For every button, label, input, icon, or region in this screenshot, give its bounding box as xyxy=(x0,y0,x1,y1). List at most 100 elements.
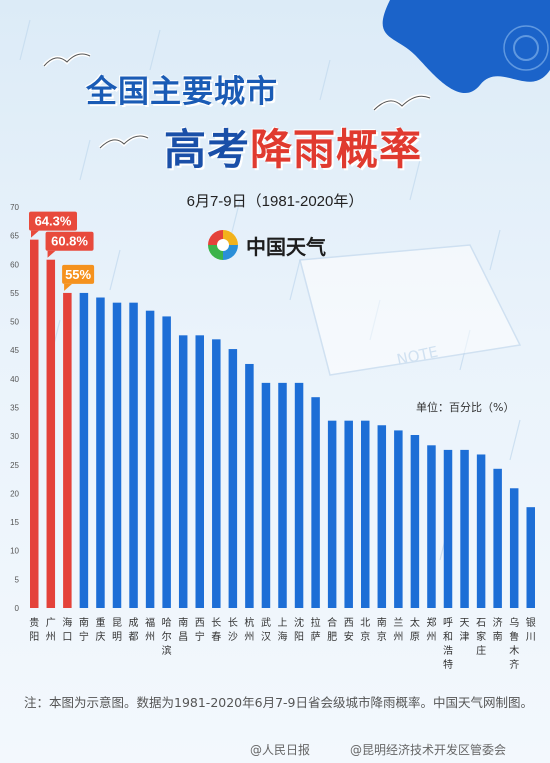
footer: @人民日报 @昆明经济技术开发区管委会 xyxy=(0,738,550,763)
bar xyxy=(79,292,89,608)
bar xyxy=(261,382,271,608)
x-tick-label: 重庆 xyxy=(95,616,105,643)
x-tick-label: 郑州 xyxy=(426,616,436,643)
x-tick-label: 呼和浩特 xyxy=(443,617,453,671)
data-label: 55% xyxy=(65,267,91,282)
y-tick-label: 60 xyxy=(10,260,19,269)
bar xyxy=(443,449,453,608)
title-part-a: 高考 xyxy=(164,125,251,174)
x-tick-label: 贵阳 xyxy=(29,616,39,643)
data-label-pointer xyxy=(31,230,39,238)
x-tick-label: 北京 xyxy=(360,617,370,643)
x-tick-label: 合肥 xyxy=(327,616,337,643)
y-tick-label: 35 xyxy=(10,404,19,413)
x-tick-label: 太原 xyxy=(410,616,420,643)
x-tick-label: 南昌 xyxy=(178,616,188,643)
x-tick-label: 西宁 xyxy=(195,618,205,643)
bar xyxy=(509,488,519,608)
x-tick-label: 武汉 xyxy=(261,616,271,643)
y-tick-label: 40 xyxy=(10,375,19,384)
y-tick-label: 30 xyxy=(10,432,19,441)
y-tick-label: 5 xyxy=(15,575,20,584)
bar xyxy=(245,363,254,608)
bar xyxy=(344,420,353,608)
bar xyxy=(294,382,304,608)
y-tick-label: 45 xyxy=(10,346,19,355)
x-tick-label: 福州 xyxy=(145,616,155,643)
data-label: 64.3% xyxy=(35,214,72,229)
bar xyxy=(96,297,105,608)
x-tick-label: 广州 xyxy=(46,617,56,643)
y-tick-label: 55 xyxy=(10,289,19,298)
source-credit-1: @人民日报 xyxy=(250,743,311,757)
x-tick-label: 南宁 xyxy=(79,616,89,643)
x-tick-label: 沈阳 xyxy=(294,616,304,643)
title-part-b: 降雨概率 xyxy=(250,125,423,174)
bar xyxy=(46,259,56,608)
y-tick-label: 15 xyxy=(10,518,19,527)
bar xyxy=(427,445,436,608)
bar xyxy=(311,397,320,608)
x-tick-label: 天津 xyxy=(460,618,470,643)
y-tick-label: 20 xyxy=(10,489,19,498)
bar xyxy=(228,349,238,608)
data-label-badge xyxy=(45,231,94,251)
bar xyxy=(394,430,403,608)
y-tick-label: 50 xyxy=(10,318,19,327)
x-tick-label: 上海 xyxy=(278,617,288,643)
bar xyxy=(178,335,188,608)
chart-title-line2: 高考降雨概率 xyxy=(164,116,422,177)
bar xyxy=(377,425,387,608)
x-tick-label: 长沙 xyxy=(228,617,238,643)
y-tick-label: 25 xyxy=(10,461,19,470)
y-tick-label: 70 xyxy=(10,203,19,212)
cloud-decoration xyxy=(382,0,550,94)
bar xyxy=(493,468,502,608)
x-tick-label: 昆明 xyxy=(112,617,122,643)
data-label-pointer xyxy=(64,283,73,291)
brand-name: 中国天气 xyxy=(246,234,326,259)
x-tick-label: 济南 xyxy=(493,616,503,643)
bar xyxy=(212,339,221,608)
bar xyxy=(129,302,138,608)
x-tick-label: 银川 xyxy=(526,616,536,643)
x-tick-label: 哈尔滨 xyxy=(162,616,172,657)
bar xyxy=(162,316,171,608)
x-tick-label: 南京 xyxy=(377,616,387,643)
bar xyxy=(278,382,287,608)
bar xyxy=(460,449,469,608)
bar xyxy=(476,454,486,608)
x-tick-label: 西安 xyxy=(344,618,354,643)
bar xyxy=(63,292,72,608)
x-tick-label: 石家庄 xyxy=(476,618,486,657)
weather-logo-icon xyxy=(208,230,238,260)
chart-subtitle: 6月7-9日（1981-2020年） xyxy=(186,193,364,210)
source-credit-2: @昆明经济技术开发区管委会 xyxy=(350,743,507,757)
bar xyxy=(195,335,204,608)
x-tick-label: 兰州 xyxy=(393,616,403,643)
x-tick-label: 成都 xyxy=(129,617,139,643)
bar xyxy=(526,507,535,608)
x-tick-label: 长春 xyxy=(211,617,221,643)
bar xyxy=(112,302,122,608)
y-tick-label: 65 xyxy=(10,232,19,241)
bar xyxy=(361,420,370,608)
bar xyxy=(410,434,420,608)
data-label-badge xyxy=(62,264,95,284)
y-tick-label: 0 xyxy=(15,604,20,613)
x-tick-label: 杭州 xyxy=(244,616,254,643)
bar xyxy=(145,310,155,608)
brand-logo: 中国天气 xyxy=(206,228,326,262)
y-tick-label: 10 xyxy=(10,547,19,556)
data-label: 60.8% xyxy=(51,234,88,249)
bar-chart: 0 5 10 15 20 25 30 35 40 45 50 55 60 65 70 贵阳广州海口南宁重庆昆明… xyxy=(10,203,536,671)
chart-title-line1: 全国主要城市 xyxy=(86,74,278,110)
unit-label: 单位：百分比（%） xyxy=(416,401,515,414)
x-tick-label: 海口 xyxy=(62,616,72,643)
bar xyxy=(30,239,39,608)
footnote: 注：本图为示意图。数据为1981-2020年6月7-9日省会级城市降雨概率。中国… xyxy=(24,695,534,710)
bar xyxy=(327,420,337,608)
data-label-badge xyxy=(29,211,77,231)
x-tick-label: 拉萨 xyxy=(311,616,321,643)
x-tick-label: 乌鲁木齐 xyxy=(509,616,519,671)
